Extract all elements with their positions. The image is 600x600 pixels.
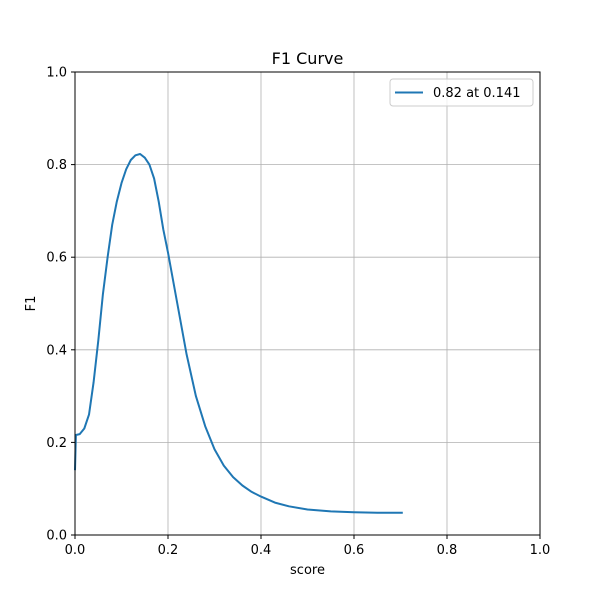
y-tick-label: 1.0 (46, 66, 67, 81)
plot-frame (74, 71, 541, 536)
series-layer (74, 153, 403, 514)
legend: 0.82 at 0.141 (389, 78, 534, 107)
x-tick-label: 0.6 (344, 543, 365, 558)
x-axis-ticks: 0.0 0.2 0.4 0.6 0.8 1.0 (65, 535, 551, 558)
chart-title: F1 Curve (272, 49, 344, 68)
y-tick-label: 0.6 (46, 251, 67, 266)
y-axis-label: F1 (24, 296, 39, 312)
x-axis-label: score (290, 563, 325, 578)
x-tick-label: 0.2 (158, 543, 179, 558)
x-tick-label: 0.4 (251, 543, 272, 558)
y-tick-label: 0.4 (46, 343, 67, 358)
series-line (74, 153, 403, 514)
x-tick-label: 1.0 (530, 543, 551, 558)
x-tick-label: 0.8 (437, 543, 458, 558)
x-tick-label: 0.0 (65, 543, 86, 558)
legend-box (389, 78, 534, 107)
y-tick-label: 0.2 (46, 436, 67, 451)
legend-label: 0.82 at 0.141 (433, 86, 521, 101)
y-axis-ticks: 0.0 0.2 0.4 0.6 0.8 1.0 (46, 66, 75, 544)
y-tick-label: 0.8 (46, 158, 67, 173)
grid (74, 71, 541, 536)
y-tick-label: 0.0 (46, 529, 67, 544)
